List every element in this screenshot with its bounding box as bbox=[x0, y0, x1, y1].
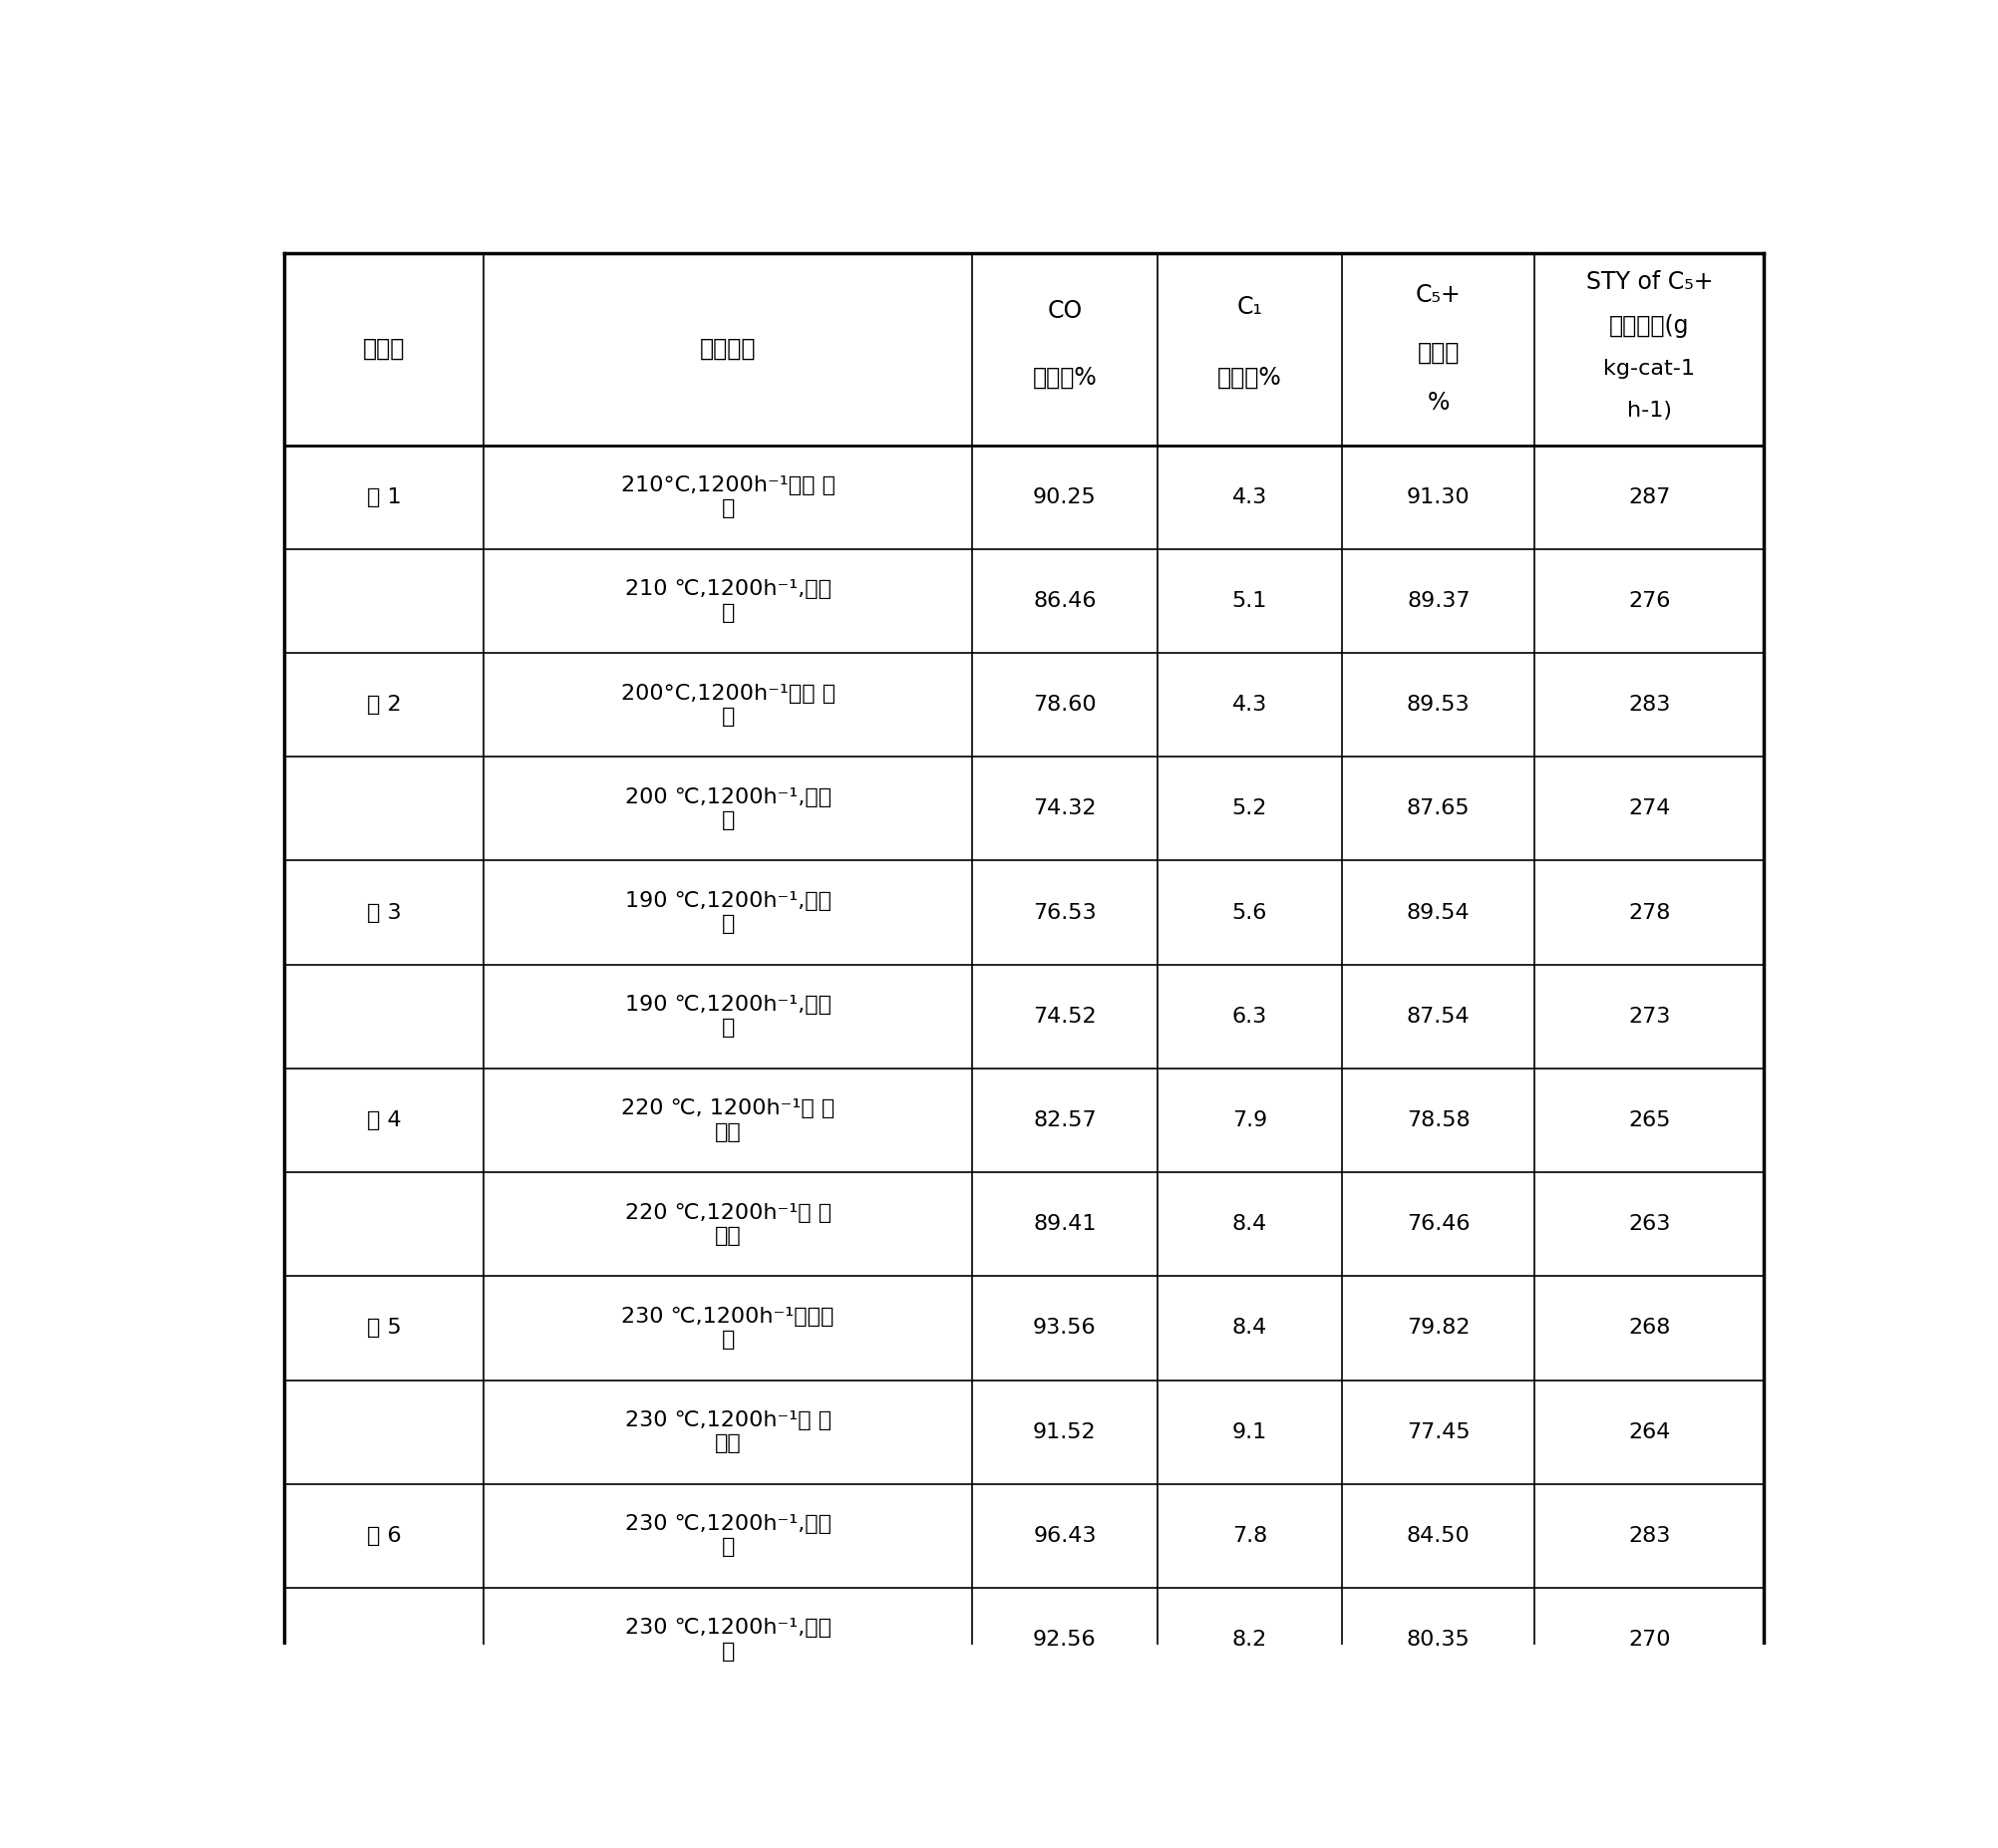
Text: 230 ℃,1200h⁻¹，固定
床: 230 ℃,1200h⁻¹，固定 床 bbox=[621, 1307, 835, 1349]
Text: 74.52: 74.52 bbox=[1033, 1007, 1097, 1026]
Text: 79.82: 79.82 bbox=[1407, 1318, 1471, 1338]
Text: 190 ℃,1200h⁻¹,浆态
床: 190 ℃,1200h⁻¹,浆态 床 bbox=[625, 994, 831, 1039]
Text: STY of C₅+: STY of C₅+ bbox=[1586, 270, 1712, 294]
Text: 76.46: 76.46 bbox=[1407, 1214, 1471, 1234]
Text: 230 ℃,1200h⁻¹,固定
床: 230 ℃,1200h⁻¹,固定 床 bbox=[625, 1514, 831, 1558]
Text: 例 5: 例 5 bbox=[366, 1318, 402, 1338]
Text: 7.8: 7.8 bbox=[1233, 1526, 1267, 1545]
Text: 例 4: 例 4 bbox=[366, 1111, 402, 1131]
Text: 5.6: 5.6 bbox=[1233, 902, 1267, 922]
Text: 265: 265 bbox=[1628, 1111, 1670, 1131]
Text: 8.4: 8.4 bbox=[1233, 1318, 1267, 1338]
Text: 87.54: 87.54 bbox=[1407, 1007, 1471, 1026]
Text: 263: 263 bbox=[1628, 1214, 1670, 1234]
Text: 选择性%: 选择性% bbox=[1217, 366, 1283, 390]
Text: 9.1: 9.1 bbox=[1233, 1421, 1267, 1441]
Text: 200°C,1200h⁻¹，固 定
床: 200°C,1200h⁻¹，固 定 床 bbox=[621, 684, 835, 726]
Text: 91.52: 91.52 bbox=[1033, 1421, 1097, 1441]
Text: 230 ℃,1200h⁻¹， 浆
态床: 230 ℃,1200h⁻¹， 浆 态床 bbox=[625, 1410, 831, 1454]
Text: 77.45: 77.45 bbox=[1407, 1421, 1471, 1441]
Text: h-1): h-1) bbox=[1626, 401, 1672, 421]
Text: 89.41: 89.41 bbox=[1033, 1214, 1097, 1234]
Text: 7.9: 7.9 bbox=[1233, 1111, 1267, 1131]
Text: 89.37: 89.37 bbox=[1407, 591, 1471, 612]
Text: 274: 274 bbox=[1628, 798, 1670, 819]
Text: 8.4: 8.4 bbox=[1233, 1214, 1267, 1234]
Text: 268: 268 bbox=[1628, 1318, 1670, 1338]
Text: 283: 283 bbox=[1628, 1526, 1670, 1545]
Text: 84.50: 84.50 bbox=[1407, 1526, 1471, 1545]
Text: 87.65: 87.65 bbox=[1407, 798, 1471, 819]
Text: CO: CO bbox=[1047, 299, 1083, 323]
Text: 276: 276 bbox=[1628, 591, 1670, 612]
Text: 82.57: 82.57 bbox=[1033, 1111, 1097, 1131]
Text: kg-cat-1: kg-cat-1 bbox=[1604, 359, 1694, 379]
Text: 283: 283 bbox=[1628, 695, 1670, 715]
Text: 5.2: 5.2 bbox=[1233, 798, 1267, 819]
Text: %: % bbox=[1427, 392, 1451, 414]
Text: 91.30: 91.30 bbox=[1407, 488, 1471, 506]
Text: 4.3: 4.3 bbox=[1233, 488, 1267, 506]
Text: C₅+: C₅+ bbox=[1417, 283, 1461, 307]
Text: 200 ℃,1200h⁻¹,浆态
床: 200 ℃,1200h⁻¹,浆态 床 bbox=[625, 787, 831, 830]
Text: 例 6: 例 6 bbox=[366, 1526, 402, 1545]
Text: 4.3: 4.3 bbox=[1233, 695, 1267, 715]
Text: C₁: C₁ bbox=[1237, 296, 1263, 320]
Text: 78.58: 78.58 bbox=[1407, 1111, 1471, 1131]
Text: 92.56: 92.56 bbox=[1033, 1630, 1097, 1650]
Text: 220 ℃,1200h⁻¹， 浆
态床: 220 ℃,1200h⁻¹， 浆 态床 bbox=[625, 1203, 831, 1246]
Text: 287: 287 bbox=[1628, 488, 1670, 506]
Text: 例 3: 例 3 bbox=[366, 902, 402, 922]
Text: 80.35: 80.35 bbox=[1407, 1630, 1471, 1650]
Text: 转化率%: 转化率% bbox=[1033, 366, 1097, 390]
Text: 278: 278 bbox=[1628, 902, 1670, 922]
Text: 时空产率(g: 时空产率(g bbox=[1608, 314, 1690, 338]
Text: 89.53: 89.53 bbox=[1407, 695, 1471, 715]
Text: 89.54: 89.54 bbox=[1407, 902, 1471, 922]
Text: 220 ℃, 1200h⁻¹， 固
定床: 220 ℃, 1200h⁻¹， 固 定床 bbox=[621, 1100, 835, 1142]
Text: 96.43: 96.43 bbox=[1033, 1526, 1097, 1545]
Text: 78.60: 78.60 bbox=[1033, 695, 1097, 715]
Text: 190 ℃,1200h⁻¹,固定
床: 190 ℃,1200h⁻¹,固定 床 bbox=[625, 891, 831, 933]
Text: 8.2: 8.2 bbox=[1233, 1630, 1267, 1650]
Text: 5.1: 5.1 bbox=[1233, 591, 1267, 612]
Text: 90.25: 90.25 bbox=[1033, 488, 1097, 506]
Text: 反应条件: 反应条件 bbox=[699, 336, 755, 360]
Text: 210°C,1200h⁻¹，固 定
床: 210°C,1200h⁻¹，固 定 床 bbox=[621, 475, 835, 519]
Text: 210 ℃,1200h⁻¹,浆态
床: 210 ℃,1200h⁻¹,浆态 床 bbox=[625, 580, 831, 623]
Text: 6.3: 6.3 bbox=[1233, 1007, 1267, 1026]
Text: 86.46: 86.46 bbox=[1033, 591, 1097, 612]
Text: 270: 270 bbox=[1628, 1630, 1670, 1650]
Text: 230 ℃,1200h⁻¹,浆态
床: 230 ℃,1200h⁻¹,浆态 床 bbox=[625, 1619, 831, 1661]
Text: 74.32: 74.32 bbox=[1033, 798, 1097, 819]
Text: 选择性: 选择性 bbox=[1417, 342, 1461, 364]
Text: 例 2: 例 2 bbox=[366, 695, 402, 715]
Text: 76.53: 76.53 bbox=[1033, 902, 1097, 922]
Text: 273: 273 bbox=[1628, 1007, 1670, 1026]
Text: 264: 264 bbox=[1628, 1421, 1670, 1441]
Text: 催化剂: 催化剂 bbox=[362, 336, 406, 360]
Text: 93.56: 93.56 bbox=[1033, 1318, 1097, 1338]
Text: 例 1: 例 1 bbox=[366, 488, 402, 506]
